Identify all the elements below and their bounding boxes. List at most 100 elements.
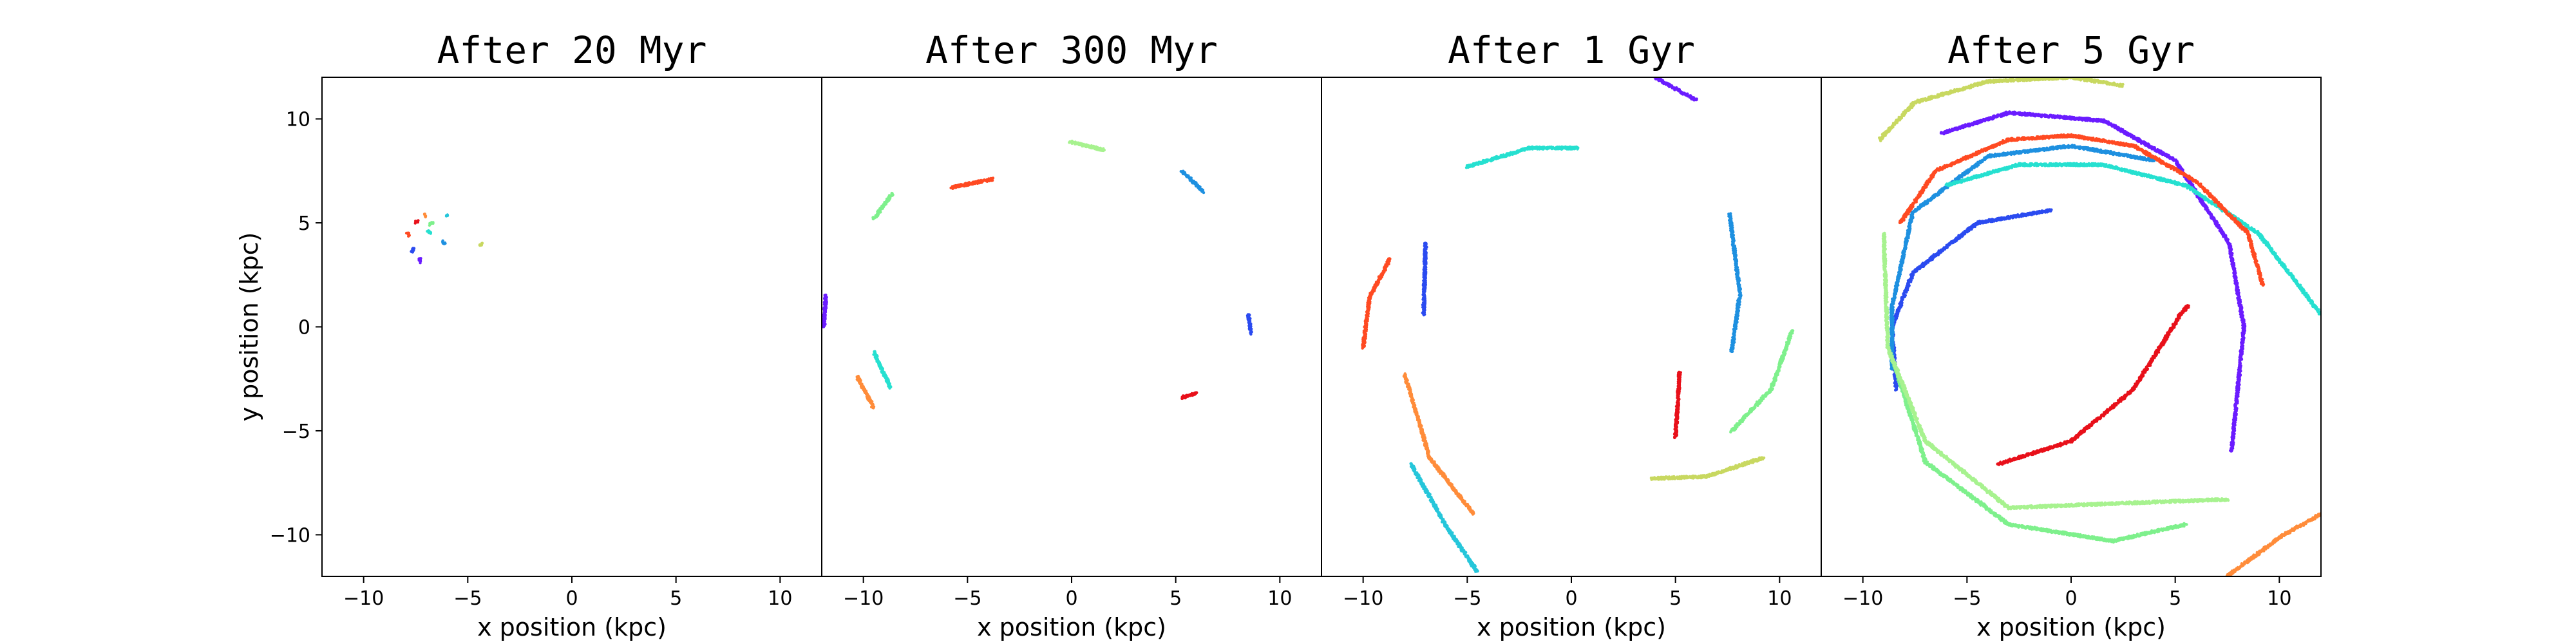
series-5 (1729, 329, 1795, 434)
data-point (1249, 332, 1253, 336)
data-point (1762, 456, 1766, 460)
series-4 (428, 221, 435, 227)
scatter-points (1361, 77, 1795, 573)
data-point (1703, 474, 1706, 477)
series-1 (1421, 242, 1428, 317)
series-4 (871, 191, 895, 221)
series-3 (426, 229, 433, 235)
axes-frame (321, 77, 822, 577)
x-tick-label: 5 (670, 587, 682, 610)
series-9 (444, 213, 450, 218)
data-point (954, 186, 958, 189)
data-point (1468, 507, 1472, 511)
data-point (441, 239, 444, 242)
data-point (825, 296, 828, 299)
data-point (1683, 477, 1686, 480)
data-point (823, 305, 826, 309)
x-axis-label: x position (kpc) (477, 613, 667, 641)
data-point (1249, 330, 1253, 334)
panel-title: After 1 Gyr (1448, 28, 1695, 72)
data-point (1774, 374, 1777, 377)
series-0 (417, 257, 422, 265)
data-point (1577, 146, 1580, 149)
data-point (1103, 148, 1106, 152)
data-point (990, 179, 994, 182)
panel-300-myr: After 300 Myr −10 −5 0 5 10x position (kpc) (821, 28, 1322, 641)
data-point (1189, 176, 1193, 180)
data-point (2153, 146, 2156, 150)
series-1 (410, 247, 416, 254)
data-point (424, 215, 427, 219)
series-8 (1180, 391, 1198, 401)
data-point (1247, 325, 1251, 328)
data-point (823, 294, 826, 297)
series-7 (949, 176, 995, 190)
x-tick-label: −5 (453, 587, 482, 610)
data-point (1468, 559, 1471, 562)
data-point (1194, 392, 1198, 395)
series-9 (1672, 370, 1682, 439)
panel-1-gyr: After 1 Gyr −10 −5 0 5 10x position (kpc) (1321, 28, 1822, 641)
x-tick-label: 5 (1669, 587, 1681, 610)
panel-5-gyr: After 5 Gyr −10 −5 0 5 10x position (kpc) (1821, 28, 2322, 641)
x-tick-label: 5 (1170, 587, 1182, 610)
series-6 (855, 374, 876, 410)
data-point (1417, 477, 1421, 480)
data-point (407, 234, 410, 238)
series-8 (413, 219, 420, 225)
x-tick-label: −10 (843, 587, 884, 610)
axes-frame (1321, 77, 1822, 577)
data-point (1182, 394, 1185, 397)
x-tick-label: −5 (1453, 587, 1481, 610)
data-point (417, 257, 421, 260)
data-point (1471, 513, 1475, 516)
scatter-points (1878, 77, 2321, 576)
data-point (871, 406, 875, 410)
axes-frame (821, 77, 1322, 577)
x-tick-label: −5 (953, 587, 981, 610)
y-tick-label: 10 (286, 109, 310, 131)
data-point (1787, 339, 1790, 343)
scatter-points (404, 213, 484, 265)
data-point (881, 367, 885, 370)
data-point (1373, 286, 1377, 289)
x-tick-label: 0 (1565, 587, 1577, 610)
data-point (1677, 90, 1681, 93)
data-point (989, 176, 992, 180)
data-point (991, 176, 995, 180)
panel-title: After 20 Myr (437, 28, 706, 72)
data-point (891, 193, 895, 196)
series-0 (1653, 77, 1698, 102)
y-tick-label: −10 (270, 524, 310, 547)
data-point (1738, 294, 1742, 298)
data-point (480, 242, 484, 245)
series-2 (1727, 212, 1743, 354)
data-point (1361, 346, 1364, 350)
data-point (888, 386, 891, 390)
series-4 (1409, 462, 1479, 573)
data-point (1737, 308, 1740, 312)
data-point (443, 241, 447, 245)
data-point (1732, 428, 1735, 431)
series-3 (1464, 145, 1580, 169)
data-point (1440, 472, 1443, 475)
data-point (1730, 350, 1734, 354)
x-tick-label: −10 (1343, 587, 1383, 610)
data-point (414, 220, 417, 223)
series-6 (422, 213, 428, 219)
series-0 (1939, 110, 2247, 453)
data-point (1745, 414, 1748, 418)
x-tick-label: 0 (565, 587, 578, 610)
panel-title: After 300 Myr (925, 28, 1218, 72)
data-point (1729, 233, 1733, 236)
data-point (1729, 430, 1732, 434)
y-axis-label: y position (kpc) (235, 232, 263, 422)
x-axis-label: x position (kpc) (977, 613, 1166, 641)
series-0 (822, 293, 828, 328)
panel-title: After 5 Gyr (1947, 28, 2195, 72)
data-point (1673, 436, 1676, 439)
data-point (446, 214, 450, 218)
scatter-points (822, 139, 1253, 410)
